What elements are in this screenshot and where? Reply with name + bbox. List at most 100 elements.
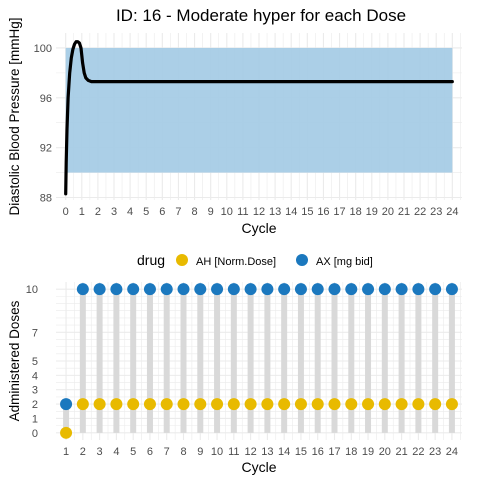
dose-point-ax bbox=[311, 283, 324, 296]
dose-point-ah bbox=[395, 398, 408, 411]
dose-point-ax bbox=[60, 398, 73, 411]
x-tick-label: 5 bbox=[143, 206, 149, 218]
x-tick-label: 17 bbox=[333, 206, 345, 218]
x-axis-title: Cycle bbox=[241, 459, 276, 475]
dose-point-ax bbox=[278, 283, 291, 296]
x-tick-label: 17 bbox=[328, 446, 340, 458]
x-tick-label: 0 bbox=[63, 206, 69, 218]
x-tick-label: 16 bbox=[317, 206, 329, 218]
dose-point-ah bbox=[278, 398, 291, 411]
dose-point-ah bbox=[143, 398, 156, 411]
x-tick-label: 1 bbox=[63, 446, 69, 458]
chart-title: ID: 16 - Moderate hyper for each Dose bbox=[116, 6, 406, 25]
x-tick-label: 24 bbox=[446, 206, 458, 218]
x-tick-label: 21 bbox=[395, 446, 407, 458]
target-band bbox=[65, 47, 453, 173]
x-tick-label: 14 bbox=[285, 206, 297, 218]
x-tick-label: 9 bbox=[197, 446, 203, 458]
x-tick-label: 2 bbox=[95, 206, 101, 218]
x-tick-label: 20 bbox=[382, 206, 394, 218]
dose-point-ax bbox=[194, 283, 207, 296]
dose-point-ah bbox=[429, 398, 442, 411]
dose-point-ax bbox=[211, 283, 224, 296]
x-tick-label: 22 bbox=[412, 446, 424, 458]
x-tick-label: 20 bbox=[379, 446, 391, 458]
x-tick-label: 7 bbox=[175, 206, 181, 218]
x-tick-label: 5 bbox=[130, 446, 136, 458]
x-tick-label: 2 bbox=[80, 446, 86, 458]
dose-point-ah bbox=[244, 398, 257, 411]
y-tick-label: 1 bbox=[32, 413, 38, 425]
x-tick-label: 12 bbox=[244, 446, 256, 458]
dose-point-ah bbox=[76, 398, 89, 411]
y-tick-label: 92 bbox=[40, 143, 52, 155]
dose-point-ax bbox=[395, 283, 408, 296]
y-axis-title: Diastolic Blood Pressure [mmHg] bbox=[7, 17, 22, 215]
x-tick-label: 8 bbox=[180, 446, 186, 458]
dose-point-ah bbox=[110, 398, 123, 411]
dose-point-ah bbox=[93, 398, 106, 411]
dose-point-ax bbox=[127, 283, 140, 296]
dose-point-ah bbox=[60, 426, 73, 439]
dose-point-ah bbox=[227, 398, 240, 411]
y-tick-label: 10 bbox=[26, 284, 38, 296]
y-tick-label: 2 bbox=[32, 399, 38, 411]
y-tick-label: 4 bbox=[32, 370, 38, 382]
blood-pressure-line bbox=[64, 40, 454, 196]
x-tick-label: 6 bbox=[159, 206, 165, 218]
y-tick-label: 100 bbox=[34, 43, 52, 55]
dose-point-ax bbox=[345, 283, 358, 296]
dose-point-ax bbox=[378, 283, 391, 296]
legend-label-ah: AH [Norm.Dose] bbox=[196, 256, 276, 268]
dose-point-ax bbox=[227, 283, 240, 296]
y-tick-label: 7 bbox=[32, 327, 38, 339]
x-tick-label: 8 bbox=[191, 206, 197, 218]
dose-point-ax bbox=[294, 283, 307, 296]
x-tick-label: 22 bbox=[414, 206, 426, 218]
dose-point-ah bbox=[261, 398, 274, 411]
dose-point-ax bbox=[177, 283, 190, 296]
legend-key-ax bbox=[296, 254, 308, 266]
dose-point-ax bbox=[412, 283, 425, 296]
x-tick-label: 24 bbox=[446, 446, 458, 458]
x-tick-label: 1 bbox=[79, 206, 85, 218]
dose-point-ax bbox=[261, 283, 274, 296]
x-tick-label: 7 bbox=[164, 446, 170, 458]
dose-point-ah bbox=[294, 398, 307, 411]
x-tick-label: 19 bbox=[366, 206, 378, 218]
x-tick-label: 23 bbox=[430, 206, 442, 218]
dose-point-ax bbox=[93, 283, 106, 296]
x-tick-label: 6 bbox=[147, 446, 153, 458]
x-tick-label: 19 bbox=[362, 446, 374, 458]
x-tick-label: 13 bbox=[269, 206, 281, 218]
x-tick-label: 18 bbox=[350, 206, 362, 218]
dose-point-ah bbox=[412, 398, 425, 411]
x-tick-label: 3 bbox=[111, 206, 117, 218]
x-tick-label: 10 bbox=[211, 446, 223, 458]
x-tick-label: 4 bbox=[113, 446, 119, 458]
y-tick-label: 96 bbox=[40, 93, 52, 105]
x-tick-label: 11 bbox=[237, 206, 248, 218]
y-tick-label: 3 bbox=[32, 385, 38, 397]
dose-point-ah bbox=[211, 398, 224, 411]
x-tick-label: 10 bbox=[221, 206, 233, 218]
x-tick-label: 14 bbox=[278, 446, 290, 458]
x-tick-label: 13 bbox=[261, 446, 273, 458]
dose-point-ah bbox=[362, 398, 375, 411]
dose-point-ax bbox=[76, 283, 89, 296]
dose-point-ax bbox=[445, 283, 458, 296]
y-axis-title: Administered Doses bbox=[7, 300, 22, 421]
dose-point-ah bbox=[378, 398, 391, 411]
x-tick-label: 12 bbox=[253, 206, 265, 218]
legend-key-ah bbox=[176, 254, 188, 266]
x-tick-label: 15 bbox=[295, 446, 307, 458]
legend-title: drug bbox=[137, 252, 165, 268]
dose-point-ax bbox=[244, 283, 257, 296]
x-tick-label: 9 bbox=[208, 206, 214, 218]
x-tick-label: 11 bbox=[228, 446, 239, 458]
dose-point-ax bbox=[110, 283, 123, 296]
x-tick-label: 15 bbox=[301, 206, 313, 218]
dose-point-ah bbox=[345, 398, 358, 411]
